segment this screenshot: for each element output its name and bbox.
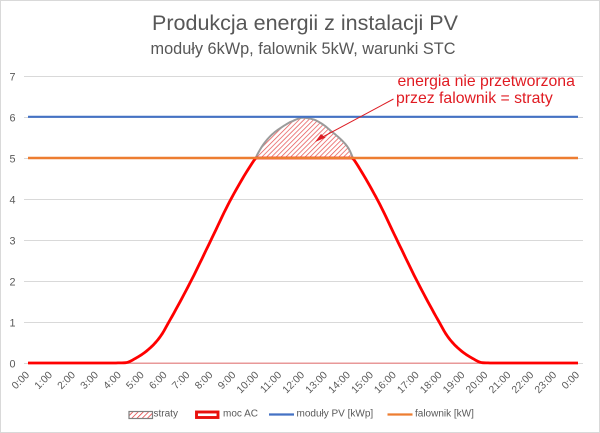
- svg-text:moduły PV [kWp]: moduły PV [kWp]: [297, 409, 374, 420]
- svg-text:straty: straty: [154, 409, 178, 420]
- svg-text:przez falownik = straty: przez falownik = straty: [396, 90, 553, 107]
- svg-text:4: 4: [9, 195, 15, 207]
- svg-text:2: 2: [9, 277, 15, 289]
- svg-text:Produkcja energii z instalacji: Produkcja energii z instalacji PV: [152, 11, 459, 35]
- svg-text:moduły 6kWp, falownik 5kW, war: moduły 6kWp, falownik 5kW, warunki STC: [151, 40, 456, 58]
- svg-text:5: 5: [9, 154, 15, 166]
- svg-text:7: 7: [9, 72, 15, 84]
- svg-text:energia nie przetworzona: energia nie przetworzona: [398, 73, 576, 90]
- svg-text:0: 0: [9, 359, 15, 371]
- svg-text:3: 3: [9, 236, 15, 248]
- svg-text:falownik [kW]: falownik [kW]: [415, 409, 474, 420]
- svg-text:6: 6: [9, 113, 15, 125]
- svg-text:1: 1: [9, 318, 15, 330]
- svg-text:moc AC: moc AC: [223, 409, 258, 420]
